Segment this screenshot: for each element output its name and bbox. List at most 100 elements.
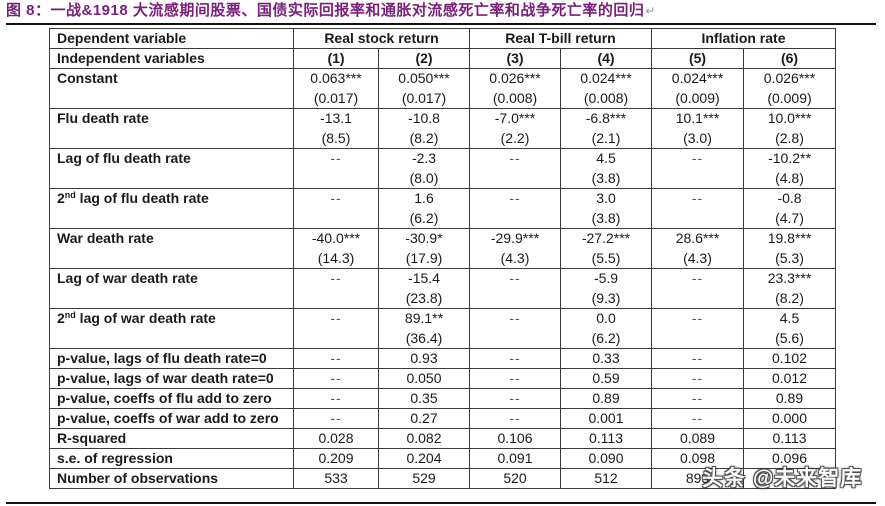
coefficient-value: 10.0*** xyxy=(767,110,812,126)
coefficient-cell: 0.063*** (0.017) xyxy=(293,68,379,109)
statistic-cell: 0.89 xyxy=(560,388,652,409)
standard-error: (6.2) xyxy=(409,209,439,226)
coefficient-cell: 23.3*** (8.2) xyxy=(743,268,836,309)
coefficient-cell: -- xyxy=(651,308,744,349)
statistic-cell: 0.082 xyxy=(378,428,470,449)
coefficient-cell: 0.0 (6.2) xyxy=(560,308,652,349)
top-rule-divider xyxy=(6,23,876,25)
statistic-row: p-value, lags of flu death rate=0 -- 0.93-… xyxy=(49,348,836,369)
row-label: s.e. of regression xyxy=(49,448,294,469)
statistic-cell: -- xyxy=(293,408,379,429)
standard-error: (0.008) xyxy=(492,89,538,106)
statistic-cell: 0.204 xyxy=(378,448,470,469)
coefficient-value: -- xyxy=(691,190,704,206)
statistic-cell: -- xyxy=(293,348,379,369)
row-label: Constant xyxy=(49,68,294,109)
group-header-real-stock-return: Real stock return xyxy=(293,28,470,49)
row-label-text: War death rate xyxy=(57,230,154,246)
coefficient-cell: -- xyxy=(651,188,744,229)
coefficient-cell: 0.024*** (0.008) xyxy=(560,68,652,109)
coefficient-row: Lag of war death rate -- -15.4 (23.8) -- -5.9… xyxy=(49,268,836,309)
column-header-6: (6) xyxy=(743,48,836,69)
figure-caption: 图 8：一战&1918 大流感期间股票、国债实际回报率和通胀对流感死亡率和战争死… xyxy=(6,1,656,21)
statistic-cell: -- xyxy=(469,408,561,429)
statistic-row: p-value, lags of war death rate=0 -- 0.050… xyxy=(49,368,836,389)
row-label: 2nd lag of war death rate xyxy=(49,308,294,349)
standard-error: (8.2) xyxy=(775,289,804,306)
coefficient-value: -- xyxy=(691,270,704,286)
standard-error: (3.0) xyxy=(683,129,712,146)
row-label-rest: lag of war death rate xyxy=(75,310,216,326)
coefficient-value: -27.2*** xyxy=(581,230,631,246)
coefficient-value: -- xyxy=(509,310,521,326)
statistic-cell: 0.106 xyxy=(469,428,561,449)
standard-error: (6.2) xyxy=(591,329,621,346)
statistic-cell: 0.012 xyxy=(743,368,836,389)
standard-error: (3.8) xyxy=(591,209,621,226)
coefficient-cell: 89.1** (36.4) xyxy=(378,308,470,349)
statistic-cell: 0.27 xyxy=(378,408,470,429)
statistic-cell: -- xyxy=(469,348,561,369)
coefficient-cell: 1.6 (6.2) xyxy=(378,188,470,229)
coefficient-value: -13.1 xyxy=(320,110,352,126)
statistic-cell: 529 xyxy=(378,468,470,489)
standard-error: (5.6) xyxy=(775,329,804,346)
standard-error: (2.8) xyxy=(775,129,804,146)
statistic-cell: 512 xyxy=(560,468,652,489)
row-label: Lag of flu death rate xyxy=(49,148,294,189)
statistic-cell: -- xyxy=(651,408,744,429)
coefficient-cell: -10.8 (8.2) xyxy=(378,108,470,149)
coefficient-value: 0.063*** xyxy=(310,70,362,86)
coefficient-value: -- xyxy=(330,190,342,206)
statistic-cell: 0.091 xyxy=(469,448,561,469)
coefficient-value: -10.8 xyxy=(408,110,440,126)
header-row-dependent: Dependent variable Real stock return Rea… xyxy=(49,28,836,49)
statistic-cell: 0.33 xyxy=(560,348,652,369)
statistic-cell: 893 xyxy=(651,468,744,489)
coefficient-cell: -7.0*** (2.2) xyxy=(469,108,561,149)
standard-error: (4.7) xyxy=(775,209,804,226)
statistic-cell: -- xyxy=(469,388,561,409)
standard-error: (3.8) xyxy=(591,169,621,186)
standard-error: (5.5) xyxy=(591,249,621,266)
row-label: p-value, lags of war death rate=0 xyxy=(49,368,294,389)
coefficient-cell: 28.6*** (4.3) xyxy=(651,228,744,269)
row-label: p-value, lags of flu death rate=0 xyxy=(49,348,294,369)
statistic-cell: -- xyxy=(651,368,744,389)
coefficient-value: 89.1** xyxy=(404,310,444,326)
standard-error: (4.8) xyxy=(775,169,804,186)
coefficient-cell: -- xyxy=(651,148,744,189)
coefficient-value: 1.6 xyxy=(414,190,434,206)
header-independent-label: Independent variables xyxy=(49,48,294,69)
standard-error: (8.0) xyxy=(409,169,439,186)
statistic-cell: -- xyxy=(651,388,744,409)
row-label-text: Flu death rate xyxy=(57,110,149,126)
coefficient-cell: 0.024*** (0.009) xyxy=(651,68,744,109)
coefficient-value: 28.6*** xyxy=(675,230,720,246)
statistic-cell: -- xyxy=(651,348,744,369)
standard-error: (0.017) xyxy=(401,89,447,106)
coefficient-cell: -30.9* (17.9) xyxy=(378,228,470,269)
coefficient-cell: 10.0*** (2.8) xyxy=(743,108,836,149)
coefficient-value: 23.3*** xyxy=(767,270,812,286)
standard-error: (17.9) xyxy=(405,249,443,266)
coefficient-value: 0.026*** xyxy=(489,70,541,86)
coefficient-value: -- xyxy=(691,150,704,166)
statistic-cell: 0.59 xyxy=(560,368,652,389)
coefficient-cell: 10.1*** (3.0) xyxy=(651,108,744,149)
coefficient-cell: -6.8*** (2.1) xyxy=(560,108,652,149)
standard-error: (14.3) xyxy=(317,249,355,266)
coefficient-value: -- xyxy=(330,150,342,166)
coefficient-cell: -0.8 (4.7) xyxy=(743,188,836,229)
coefficient-value: -10.2** xyxy=(768,150,811,166)
coefficient-value: -6.8*** xyxy=(585,110,627,126)
column-header-2: (2) xyxy=(378,48,470,69)
standard-error: (2.2) xyxy=(500,129,530,146)
group-header-real-tbill-return: Real T-bill return xyxy=(469,28,652,49)
statistic-row: Number of observations 533 529 520 512 893 xyxy=(49,468,836,489)
column-header-5: (5) xyxy=(651,48,744,69)
coefficient-cell: -15.4 (23.8) xyxy=(378,268,470,309)
coefficient-cell: -5.9 (9.3) xyxy=(560,268,652,309)
standard-error: (36.4) xyxy=(405,329,443,346)
row-label-superscript: nd xyxy=(64,190,76,200)
